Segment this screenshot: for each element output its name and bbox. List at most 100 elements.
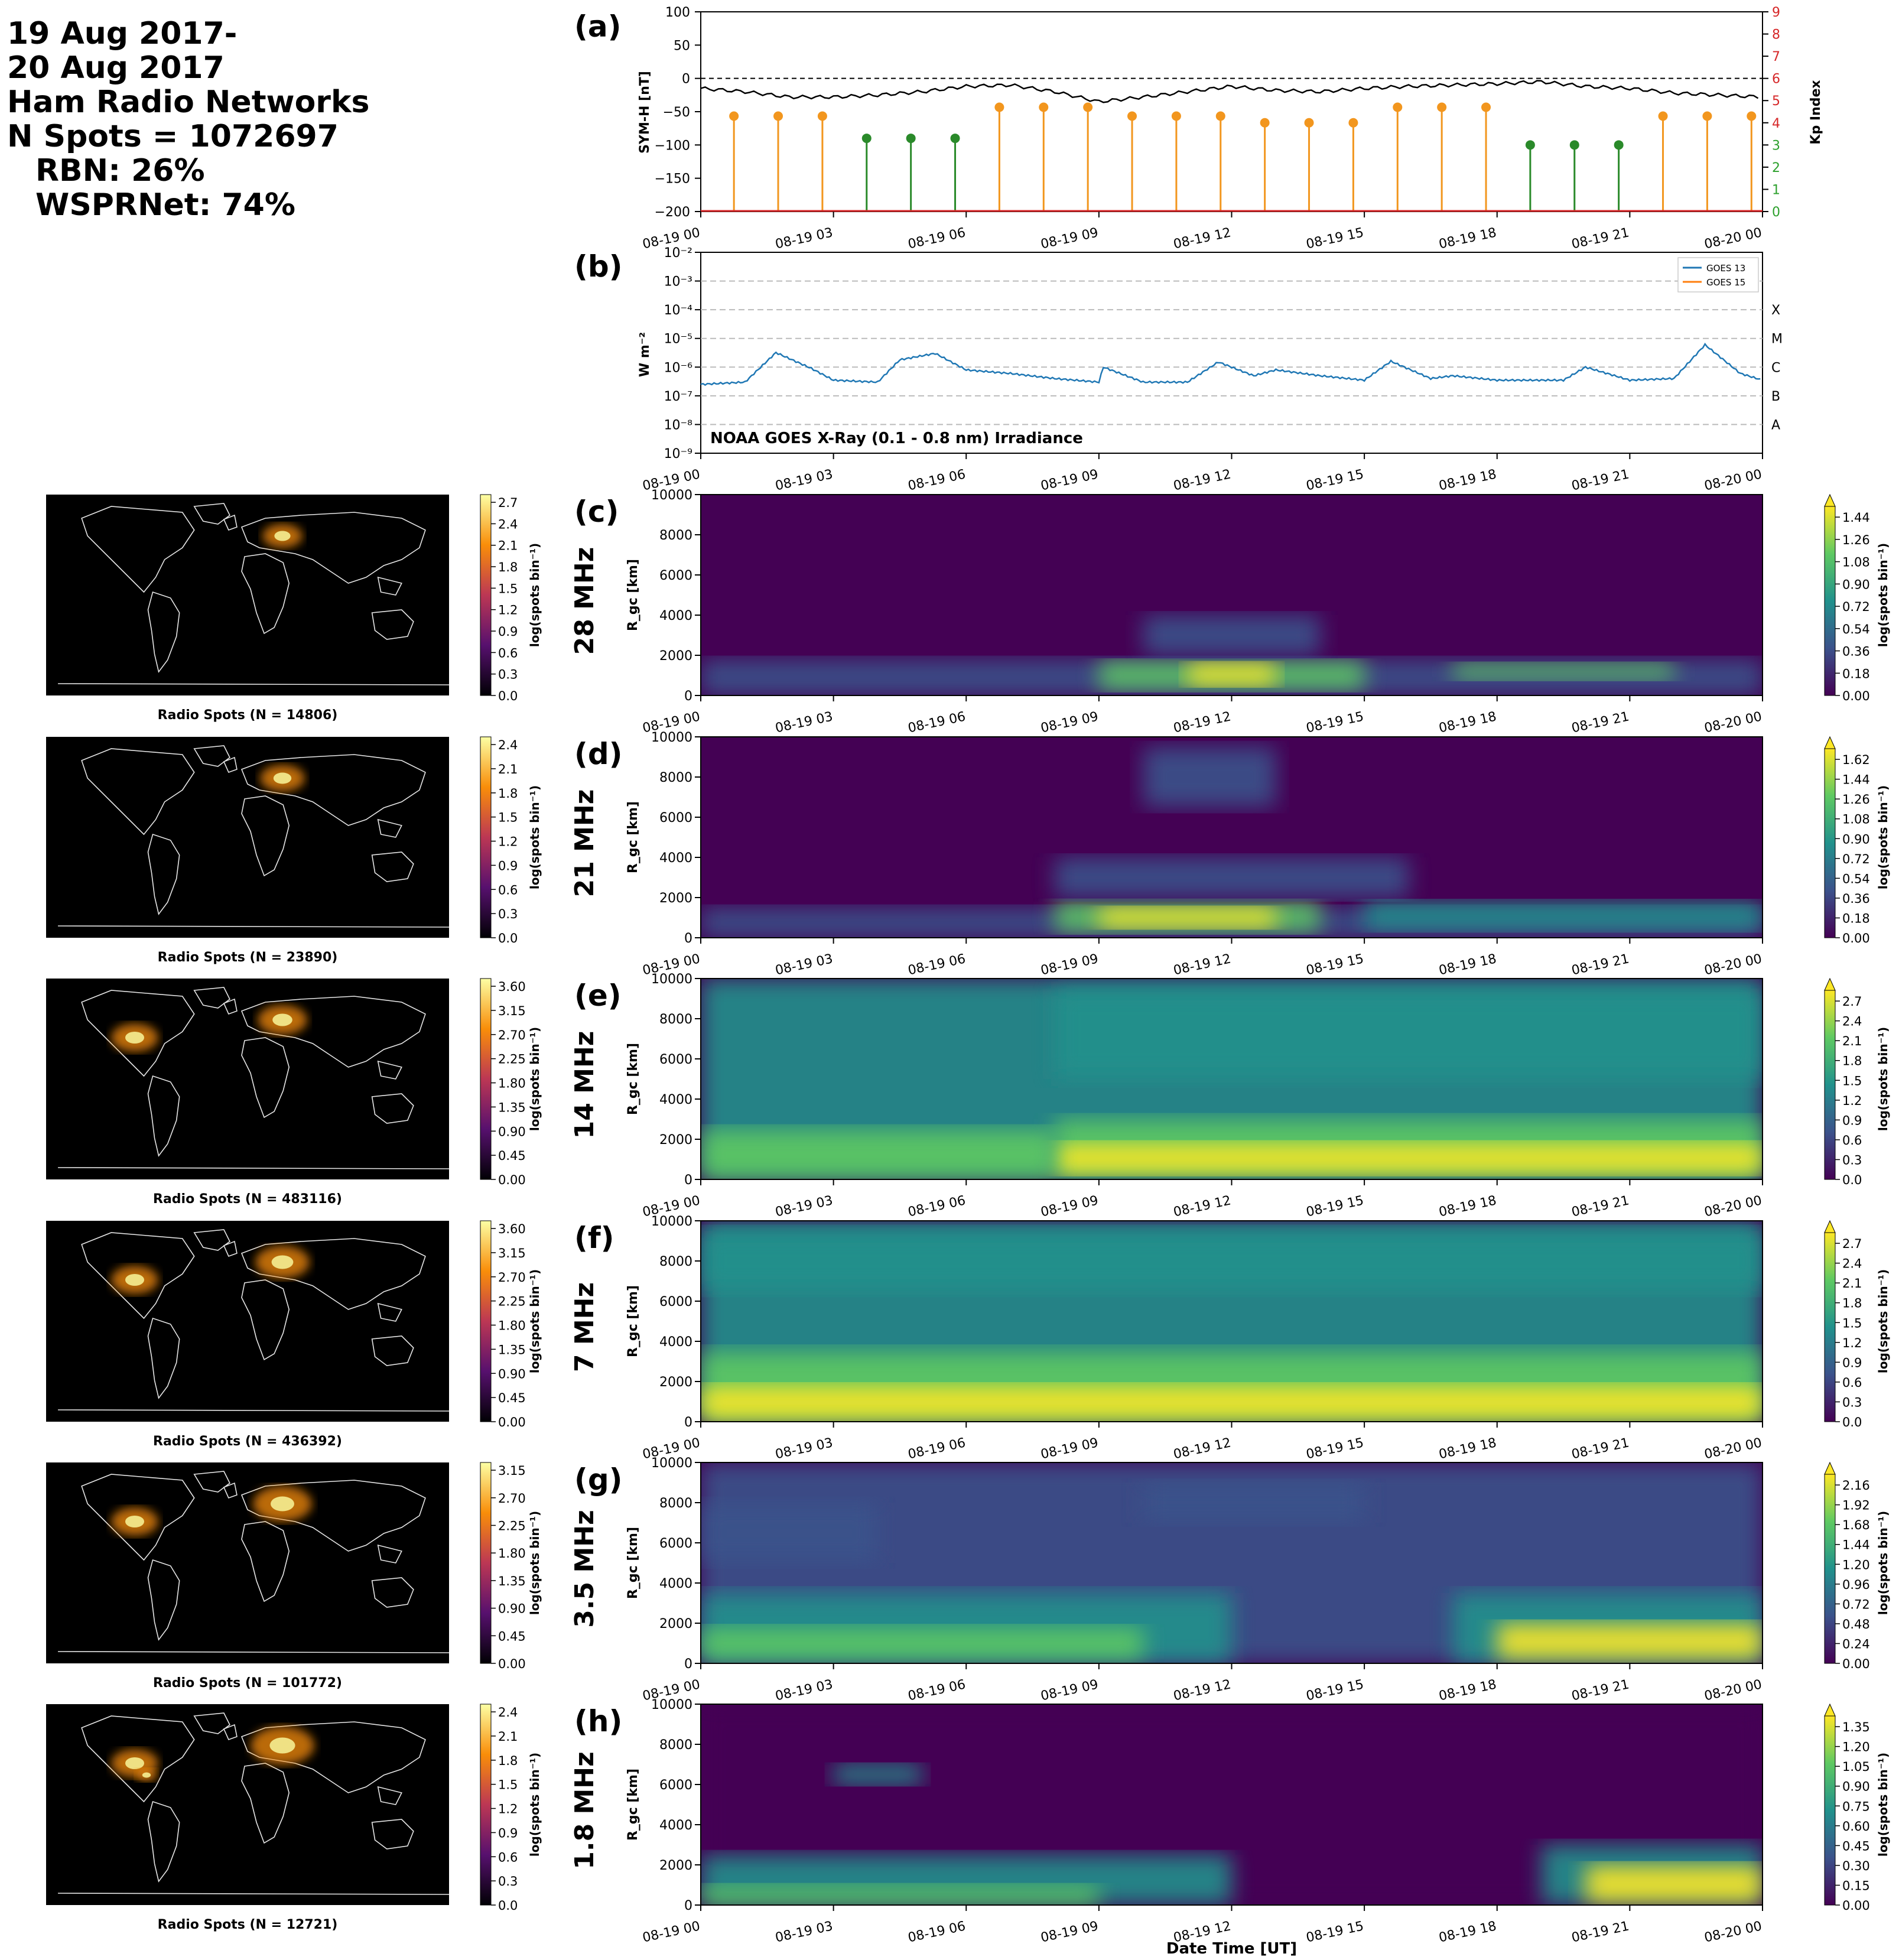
- density-region: [1055, 857, 1409, 898]
- colorbar: [480, 1704, 492, 1906]
- header-line: N Spots = 1072697: [7, 119, 339, 154]
- cbar-tick-label: 2.1: [1842, 1034, 1862, 1048]
- cbar-tick-label: 0.6: [1842, 1376, 1862, 1390]
- cbar-tick-label: 0.30: [1842, 1859, 1870, 1873]
- band-label: 21 MHz: [570, 789, 600, 898]
- axis-label: W m⁻²: [638, 332, 652, 377]
- coastline: [240, 512, 426, 584]
- cbar-tick-label: 0.6: [498, 646, 518, 660]
- coastline: [81, 990, 195, 1077]
- kp-marker: [1702, 111, 1712, 121]
- x-tick-label: 08-20 00: [1703, 467, 1763, 493]
- colorbar: [1824, 1474, 1836, 1664]
- cbar-tick-label: 1.68: [1842, 1518, 1870, 1532]
- cbar-tick-label: 2.4: [498, 738, 518, 752]
- legend-label: GOES 15: [1706, 277, 1745, 288]
- map-caption: Radio Spots (N = 23890): [158, 950, 338, 965]
- cbar-tick-label: 2.1: [498, 762, 518, 776]
- cbar-tick-label: 0.45: [498, 1391, 526, 1405]
- map-background: [46, 1704, 449, 1905]
- cbar-tick-label: 1.5: [498, 811, 518, 825]
- y-tick-label: 8: [1772, 28, 1780, 43]
- y-tick-label: 4000: [659, 1818, 692, 1833]
- cbar-label: log(spots bin⁻¹): [1876, 543, 1890, 647]
- cbar-tick-label: 1.35: [1842, 1720, 1870, 1734]
- kp-marker: [1260, 118, 1270, 128]
- colorbar-extend: [1824, 493, 1836, 507]
- y-tick-label: 2000: [659, 1617, 692, 1631]
- coastline: [58, 1409, 450, 1412]
- axis-label: R_gc [km]: [626, 559, 640, 631]
- x-tick-label: 08-20 00: [1703, 1919, 1763, 1945]
- x-tick-label: 08-19 09: [1039, 467, 1100, 493]
- map-caption: Radio Spots (N = 12721): [158, 1917, 338, 1932]
- y-tick-label: 2000: [659, 1133, 692, 1148]
- density-region: [1585, 1865, 1763, 1903]
- y-tick-label: 6000: [659, 1536, 692, 1551]
- cbar-tick-label: 0.90: [498, 1367, 526, 1381]
- cbar-tick-label: 1.35: [498, 1574, 526, 1588]
- legend-box: [1677, 257, 1759, 292]
- cbar-tick-label: 1.2: [498, 835, 518, 849]
- heatmap-layer: [701, 615, 1763, 695]
- x-tick-label: 08-19 03: [774, 1677, 834, 1704]
- heatmap-layer: [701, 979, 1763, 1179]
- kp-marker: [1348, 118, 1358, 128]
- cbar-tick-label: 3.60: [498, 1222, 526, 1236]
- coastline: [223, 756, 238, 773]
- cbar-tick-label: 2.25: [498, 1519, 526, 1533]
- x-tick-label: 08-19 09: [1039, 951, 1100, 978]
- colorbar: [1824, 748, 1836, 938]
- y-tick-label: 1: [1772, 183, 1780, 197]
- map-panel: Radio Spots (N = 14806) 2.7 2.4 2.1 1.8 1.5 1.…: [46, 494, 542, 723]
- coastline: [241, 1763, 290, 1844]
- cbar-tick-label: 1.80: [498, 1319, 526, 1333]
- kp-marker: [1083, 102, 1093, 112]
- density-region: [701, 1231, 1763, 1291]
- cbar-tick-label: 0.54: [1842, 872, 1870, 886]
- panel-label: (b): [574, 249, 623, 284]
- x-tick-label: 08-19 03: [774, 225, 834, 252]
- symh-line: [700, 80, 1759, 103]
- kp-marker: [1569, 140, 1579, 150]
- coastline: [377, 1786, 402, 1805]
- heatmap-panel: (g) 3.5 MHz R_gc [km] 10000 8000 6000 4000 2000…: [570, 1456, 1890, 1704]
- density-region: [833, 1764, 922, 1785]
- cbar-label: log(spots bin⁻¹): [528, 1027, 542, 1131]
- map-panel: Radio Spots (N = 483116) 3.60 3.15 2.70 2.25…: [46, 978, 542, 1207]
- cbar-tick-label: 0.3: [498, 668, 518, 682]
- coastline: [241, 795, 290, 877]
- y-tick-label: −200: [655, 205, 690, 220]
- cbar-label: log(spots bin⁻¹): [528, 1269, 542, 1373]
- y-tick-label: 4000: [659, 851, 692, 866]
- cbar-tick-label: 1.20: [1842, 1558, 1870, 1572]
- y-tick-label: 3: [1772, 138, 1780, 153]
- cbar-tick-label: 1.80: [498, 1546, 526, 1561]
- cbar-tick-label: 0.75: [1842, 1799, 1870, 1813]
- map-background: [46, 495, 449, 695]
- heatmap-layer: [701, 747, 1763, 938]
- cbar-tick-label: 0.9: [498, 1826, 518, 1840]
- cbar-tick-label: 1.2: [498, 603, 518, 617]
- y-tick-label: 10⁻⁸: [664, 418, 693, 433]
- coastline: [147, 1559, 180, 1641]
- header-line: 19 Aug 2017-: [7, 16, 237, 51]
- x-tick-label: 08-19 18: [1438, 467, 1498, 493]
- cbar-tick-label: 0.0: [1842, 1173, 1862, 1187]
- cbar-tick-label: 1.5: [1842, 1074, 1862, 1088]
- kp-marker: [1393, 102, 1403, 112]
- density-region: [1364, 901, 1763, 930]
- x-tick-label: 08-19 09: [1039, 1435, 1100, 1462]
- colorbar: [480, 1220, 492, 1422]
- coastline: [223, 1482, 238, 1499]
- cbar-tick-label: 0.0: [498, 689, 518, 703]
- panel-label: (d): [574, 737, 623, 771]
- coastline: [377, 1302, 402, 1322]
- cbar-tick-label: 0.9: [1842, 1356, 1862, 1370]
- coastline: [371, 1093, 414, 1124]
- cbar-tick-label: 1.80: [498, 1077, 526, 1091]
- density-region: [701, 1129, 1055, 1179]
- cbar-tick-label: 2.4: [498, 517, 518, 531]
- x-axis-label: Date Time [UT]: [1166, 1940, 1297, 1958]
